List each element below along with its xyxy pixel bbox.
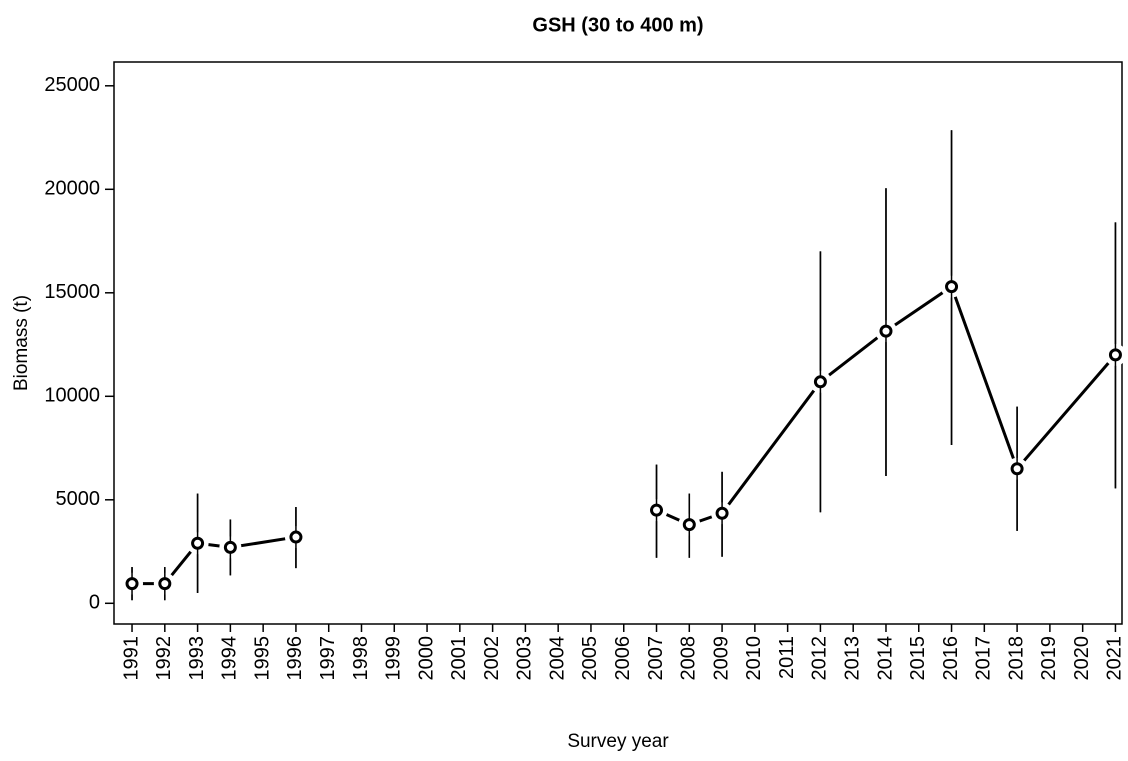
chart-title: GSH (30 to 400 m) xyxy=(532,14,703,36)
x-tick-label: 2021 xyxy=(1104,636,1126,681)
data-point xyxy=(223,540,237,554)
x-axis-label: Survey year xyxy=(567,731,669,752)
y-tick-label: 0 xyxy=(89,592,100,614)
x-tick-label: 2017 xyxy=(973,636,995,681)
x-tick-label: 2016 xyxy=(940,636,962,681)
data-point xyxy=(1108,348,1122,362)
data-point xyxy=(879,324,893,338)
data-point xyxy=(813,375,827,389)
x-tick-label: 2009 xyxy=(710,636,732,681)
y-tick-label: 10000 xyxy=(44,385,100,407)
data-point xyxy=(650,503,664,517)
x-tick-label: 2012 xyxy=(809,636,831,681)
x-tick-label: 2010 xyxy=(743,636,765,681)
x-tick-label: 2001 xyxy=(448,636,470,681)
x-tick-label: 2005 xyxy=(579,636,601,681)
x-tick-label: 2004 xyxy=(546,636,568,681)
x-tick-label: 2006 xyxy=(612,636,634,681)
x-tick-label: 2020 xyxy=(1071,636,1093,681)
y-tick-label: 20000 xyxy=(44,178,100,200)
x-tick-label: 1993 xyxy=(186,636,208,681)
x-tick-label: 1995 xyxy=(251,636,273,681)
x-tick-label: 2002 xyxy=(481,636,503,681)
x-tick-label: 2013 xyxy=(841,636,863,681)
data-point xyxy=(715,506,729,520)
x-tick-label: 1991 xyxy=(120,636,142,681)
x-tick-label: 2018 xyxy=(1005,636,1027,681)
data-point xyxy=(1010,462,1024,476)
x-tick-label: 2019 xyxy=(1038,636,1060,681)
data-point xyxy=(125,577,139,591)
x-tick-label: 2014 xyxy=(874,636,896,681)
data-point xyxy=(289,530,303,544)
plot-frame xyxy=(113,61,1123,625)
data-point xyxy=(191,536,205,550)
y-tick-label: 15000 xyxy=(44,281,100,303)
x-tick-label: 1998 xyxy=(350,636,372,681)
x-tick-label: 2015 xyxy=(907,636,929,681)
data-line xyxy=(132,284,1117,586)
x-tick-label: 1994 xyxy=(219,636,241,681)
x-tick-label: 2008 xyxy=(678,636,700,681)
x-tick-label: 2003 xyxy=(514,636,536,681)
y-axis-label: Biomass (t) xyxy=(11,295,32,391)
x-tick-label: 2000 xyxy=(415,636,437,681)
data-point xyxy=(682,518,696,532)
x-tick-label: 2007 xyxy=(645,636,667,681)
x-tick-label: 1997 xyxy=(317,636,339,681)
x-tick-label: 2011 xyxy=(776,636,798,679)
x-tick-label: 1996 xyxy=(284,636,306,681)
x-tick-label: 1992 xyxy=(153,636,175,681)
x-tick-label: 1999 xyxy=(383,636,405,681)
y-tick-label: 25000 xyxy=(44,74,100,96)
y-tick-label: 5000 xyxy=(56,488,101,510)
data-point xyxy=(158,577,172,591)
data-point xyxy=(945,280,959,294)
